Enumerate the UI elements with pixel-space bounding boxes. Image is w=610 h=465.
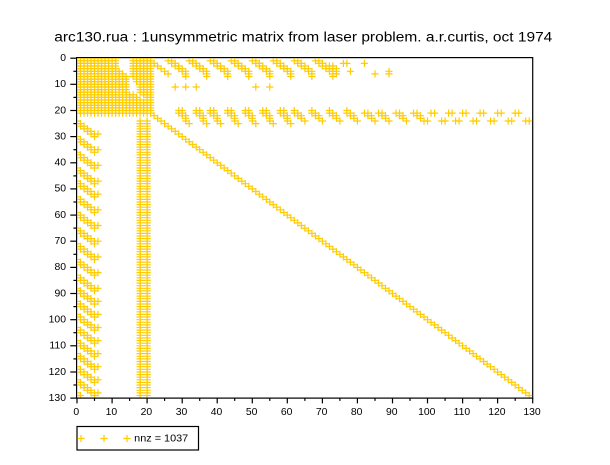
svg-text:50: 50: [54, 184, 66, 195]
svg-text:20: 20: [141, 407, 153, 418]
svg-text:60: 60: [281, 407, 293, 418]
svg-text:0: 0: [60, 53, 66, 64]
svg-text:60: 60: [54, 210, 66, 221]
svg-text:nnz = 1037: nnz = 1037: [134, 434, 188, 445]
svg-text:120: 120: [49, 367, 67, 378]
svg-text:50: 50: [246, 407, 258, 418]
svg-text:arc130.rua : 1unsymmetric matr: arc130.rua : 1unsymmetric matrix from la…: [54, 29, 552, 45]
svg-text:0: 0: [73, 407, 79, 418]
svg-text:110: 110: [49, 341, 66, 352]
svg-text:100: 100: [418, 407, 436, 418]
svg-text:70: 70: [54, 236, 66, 247]
svg-text:30: 30: [176, 407, 188, 418]
svg-text:40: 40: [211, 407, 223, 418]
svg-text:10: 10: [106, 407, 118, 418]
svg-text:90: 90: [54, 288, 66, 299]
svg-text:80: 80: [351, 407, 363, 418]
svg-text:130: 130: [49, 393, 67, 404]
svg-text:40: 40: [54, 158, 66, 169]
svg-text:90: 90: [386, 407, 398, 418]
svg-text:70: 70: [316, 407, 328, 418]
svg-text:10: 10: [54, 79, 66, 90]
svg-text:20: 20: [54, 105, 66, 116]
svg-text:100: 100: [49, 315, 67, 326]
svg-text:110: 110: [454, 407, 471, 418]
svg-text:80: 80: [54, 262, 66, 273]
svg-text:130: 130: [523, 407, 541, 418]
svg-text:30: 30: [54, 131, 66, 142]
svg-text:120: 120: [488, 407, 506, 418]
